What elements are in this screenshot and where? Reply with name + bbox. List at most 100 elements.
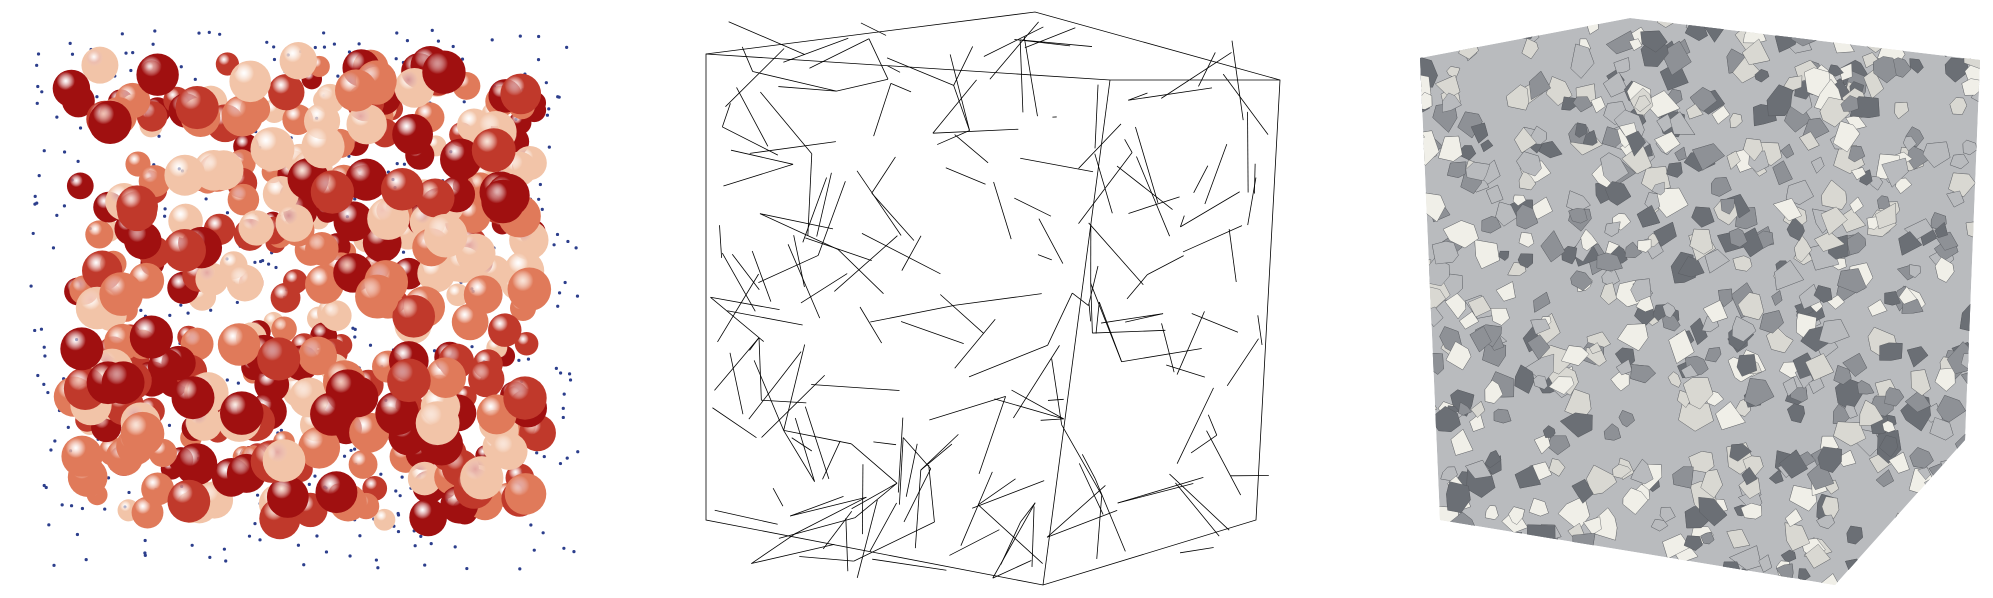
sphere (415, 178, 455, 218)
mesh-edge (725, 48, 785, 107)
foam-cell (1503, 563, 1531, 585)
mesh-edge (731, 253, 760, 290)
sphere (381, 167, 424, 211)
lattice-point (558, 461, 563, 466)
foam-cell (1972, 277, 1980, 294)
mesh-edge (1169, 473, 1230, 531)
mesh-edge (760, 91, 813, 155)
foam-cell (1951, 455, 1969, 477)
foam-cell (1588, 553, 1615, 580)
foam-cell (1570, 270, 1593, 291)
foam-cell (1941, 483, 1968, 511)
spheres (52, 42, 556, 540)
foam-cell (1451, 35, 1466, 49)
lattice-point (517, 358, 521, 362)
mesh-edge (1088, 265, 1099, 306)
mesh-edge (759, 213, 834, 230)
foam-cell (1751, 582, 1780, 585)
mesh-edge (1090, 283, 1093, 334)
foam-cell (1420, 139, 1429, 171)
foam-cell (1786, 216, 1805, 241)
foam-cell (1547, 581, 1570, 585)
foam-cell (1713, 569, 1734, 585)
foam-cell (1498, 250, 1510, 261)
lattice-point (396, 529, 401, 534)
foam-cell (1530, 318, 1551, 335)
foam-cell (1617, 323, 1649, 352)
foam-cell (1949, 153, 1969, 170)
mesh-edge (1078, 463, 1104, 515)
foam-cell (1780, 549, 1797, 563)
foam-cell (1547, 435, 1571, 456)
foam-cell (1759, 310, 1784, 334)
foam-cell (1491, 18, 1515, 35)
lattice-point (36, 52, 41, 56)
foam-cell (1817, 446, 1842, 473)
foam-cell (1976, 277, 1980, 311)
foam-cell (1930, 560, 1949, 580)
mesh-edge (1020, 157, 1094, 173)
foam-cell (1542, 425, 1556, 438)
mesh-edge (787, 244, 821, 319)
foam-cell (1845, 558, 1867, 578)
foam-cell (1534, 433, 1551, 455)
foam-cell (1936, 395, 1966, 423)
lattice-point (518, 34, 522, 38)
foam-cell (1731, 586, 1750, 598)
lattice-point (394, 489, 398, 493)
foam-cell (1735, 18, 1750, 33)
sphere (355, 274, 399, 319)
foam-cell (1816, 514, 1835, 530)
foam-cell (1721, 561, 1741, 581)
foam-cell (1772, 160, 1793, 186)
foam-cell (1931, 483, 1952, 504)
foam-cell (1930, 497, 1951, 521)
foam-cell (1704, 347, 1722, 363)
mesh-edges (705, 11, 1281, 586)
mesh-edge (1094, 153, 1113, 214)
mesh-edge (721, 103, 731, 128)
sphere (61, 435, 103, 477)
mesh-edge (1126, 274, 1148, 300)
foam-cell (1420, 149, 1423, 166)
foam-cell (1738, 568, 1751, 585)
foam-cell (1951, 472, 1966, 491)
sphere (392, 295, 436, 338)
lattice-point (336, 74, 340, 78)
lattice-point (313, 474, 317, 478)
foam-cell (1978, 262, 1980, 284)
lattice-point (139, 308, 143, 312)
foam-cell (1604, 221, 1621, 237)
foam-cell (1420, 540, 1424, 558)
lattice-point (576, 450, 580, 454)
foam-cell (1859, 399, 1884, 426)
sphere (120, 411, 165, 456)
sphere (175, 85, 219, 130)
lattice-point (401, 250, 406, 254)
foam-cell (1983, 116, 1993, 137)
foam-cell (1420, 149, 1423, 166)
foam-cell (1572, 96, 1593, 113)
foam-cell (1532, 558, 1554, 577)
foam-cell (1634, 95, 1651, 113)
lattice-point (490, 38, 494, 42)
foam-cell (1984, 245, 1993, 260)
foam-cell (1700, 469, 1723, 499)
foam-cell (1399, 582, 1418, 598)
foam-cell (1587, 564, 1604, 581)
lattice-point (224, 559, 228, 563)
foam-cell (1726, 529, 1750, 549)
foam-cell (1972, 378, 1980, 391)
cube-outline (705, 11, 1281, 586)
lattice-point (222, 547, 226, 551)
mesh-edge (851, 443, 898, 484)
mesh-edge (1204, 143, 1228, 205)
foam-cell (1872, 56, 1897, 84)
mesh-edge (730, 149, 794, 165)
foam-cell (1842, 352, 1868, 377)
foam-cell (1662, 312, 1681, 332)
mesh-edge (1088, 222, 1144, 285)
foam-cell (1400, 210, 1414, 225)
mesh-edge (836, 78, 889, 92)
foam-cell (1728, 545, 1762, 571)
